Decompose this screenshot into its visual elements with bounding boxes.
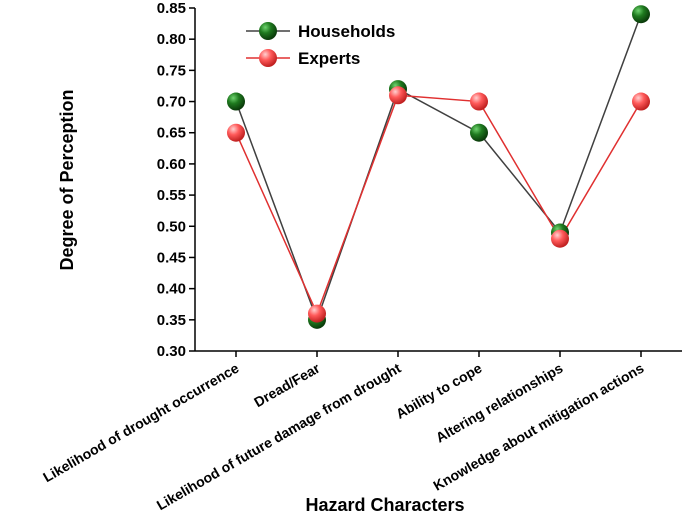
y-tick-label: 0.80 (157, 31, 186, 48)
y-axis-title: Degree of Perception (57, 89, 77, 270)
y-tick-label: 0.75 (157, 62, 186, 79)
legend-experts-label: Experts (298, 49, 360, 68)
data-point-households (227, 92, 245, 111)
y-tick-label: 0.60 (157, 156, 186, 173)
y-ticks: 0.30 0.35 0.40 0.45 0.50 0.55 0.60 0.65 0.70 0.75… (157, 0, 195, 360)
x-ticks: Likelihood of drought occurrence Dread/Fe… (40, 351, 647, 513)
data-point-experts (470, 92, 488, 111)
data-point-households (632, 5, 650, 24)
legend-households-marker (259, 22, 277, 40)
y-tick-label: 0.50 (157, 218, 186, 235)
series-line-experts (235, 94, 642, 316)
data-point-experts (551, 229, 569, 248)
y-tick-label: 0.85 (157, 0, 186, 17)
y-tick-label: 0.65 (157, 125, 186, 142)
y-tick-label: 0.45 (157, 249, 186, 266)
x-axis-title: Hazard Characters (305, 495, 464, 515)
data-point-experts (389, 86, 407, 105)
data-point-households (470, 123, 488, 142)
legend-households-label: Households (298, 22, 395, 41)
y-tick-label: 0.70 (157, 94, 186, 111)
y-tick-label: 0.55 (157, 187, 186, 204)
series-layer (227, 5, 650, 329)
legend: Households Experts (246, 22, 395, 68)
data-point-experts (308, 304, 326, 323)
y-tick-label: 0.40 (157, 281, 186, 298)
legend-experts-marker (259, 49, 277, 67)
data-point-experts (227, 123, 245, 142)
series-line-households (235, 13, 642, 323)
y-tick-label: 0.30 (157, 343, 186, 360)
data-point-experts (632, 92, 650, 111)
x-category-label: Dread/Fear (251, 359, 323, 410)
y-tick-label: 0.35 (157, 312, 186, 329)
axes (194, 8, 682, 352)
